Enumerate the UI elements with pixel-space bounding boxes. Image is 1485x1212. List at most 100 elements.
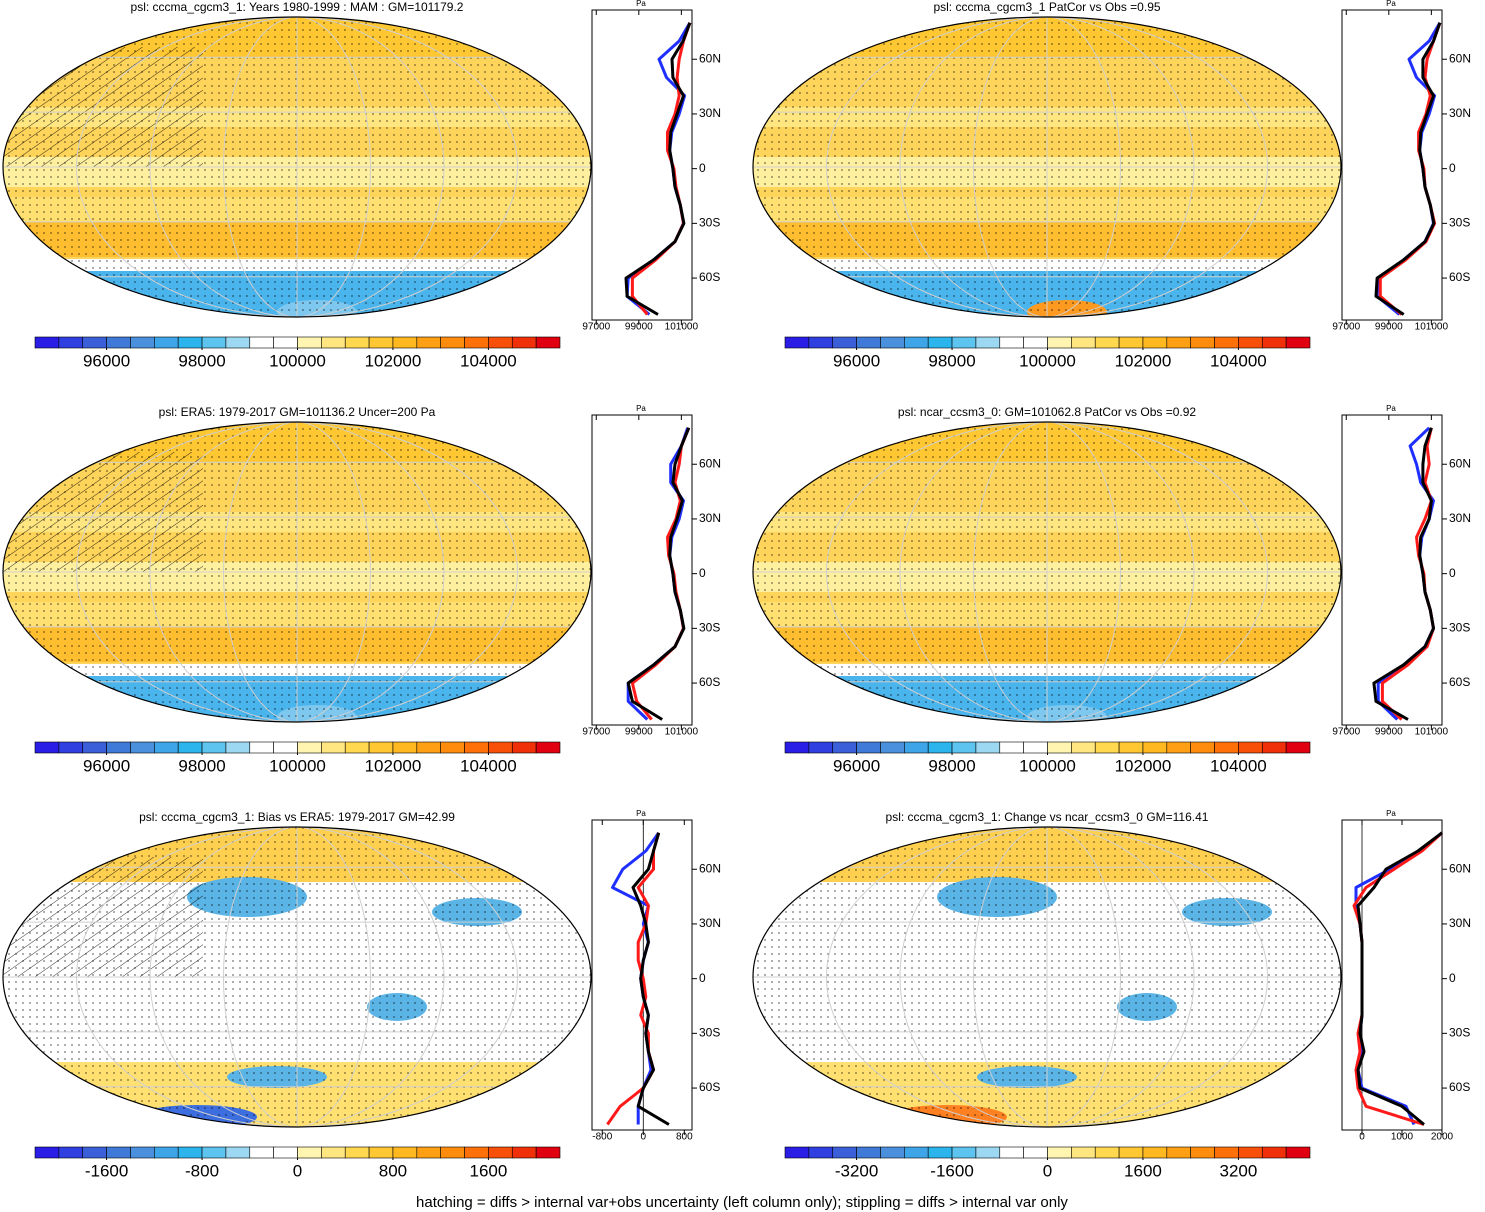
y-tick-label: 60S <box>699 675 720 689</box>
panel: psl: cccma_cgcm3_1: Bias vs ERA5: 1979-2… <box>2 809 721 1180</box>
meridian <box>149 422 445 722</box>
colorbar-box <box>249 336 274 349</box>
panel: psl: cccma_cgcm3_1: Years 1980-1999 : MA… <box>2 0 721 370</box>
y-tick-label: 30S <box>699 216 720 230</box>
colorbar-box <box>34 336 60 349</box>
y-tick-label: 30N <box>699 916 721 930</box>
colorbar-label: 96000 <box>833 756 880 775</box>
y-tick-label: 30S <box>1449 1026 1470 1040</box>
colorbar-box <box>416 1146 441 1159</box>
panel: psl: cccma_cgcm3_1 PatCor vs Obs =0.95 96… <box>752 0 1471 370</box>
map <box>3 827 591 1127</box>
colorbar-box <box>177 1146 203 1159</box>
y-tick-label: 0 <box>699 161 706 175</box>
y-tick-label: 30N <box>1449 511 1471 525</box>
colorbar-box <box>999 741 1024 754</box>
zonal-line <box>606 832 661 1126</box>
colorbar-box <box>808 1146 834 1159</box>
colorbar-box <box>488 336 513 349</box>
colorbar-box <box>1238 1146 1263 1159</box>
zonal-frame <box>591 414 693 726</box>
colorbar-label: 100000 <box>1019 351 1076 370</box>
colorbar-label: 102000 <box>365 351 422 370</box>
panel-title: psl: cccma_cgcm3_1: Change vs ncar_ccsm3… <box>886 810 1209 824</box>
colorbar-box <box>392 741 418 754</box>
map-border <box>2 826 592 1128</box>
colorbar-box <box>1142 336 1168 349</box>
colorbar-box <box>927 741 953 754</box>
colorbar-box <box>511 741 537 754</box>
map-border <box>752 826 1342 1128</box>
colorbar-box <box>201 336 227 349</box>
colorbar-box <box>106 336 131 349</box>
colorbar-box <box>1094 1146 1120 1159</box>
footer: hatching = diffs > internal var+obs unce… <box>416 1194 1068 1211</box>
colorbar-label: 1600 <box>1124 1161 1162 1180</box>
meridian <box>973 422 1121 722</box>
meridian <box>826 827 1268 1127</box>
y-tick-label: 30N <box>699 106 721 120</box>
colorbar-box <box>856 336 881 349</box>
map <box>753 422 1341 722</box>
colorbar-box <box>392 336 418 349</box>
y-tick-label: 30N <box>699 511 721 525</box>
colorbar-label: 100000 <box>269 756 326 775</box>
colorbar-box <box>58 1146 84 1159</box>
colorbar-box <box>951 1146 977 1159</box>
zonal-unit: Pa <box>1386 0 1396 8</box>
colorbar-box <box>273 1146 298 1159</box>
colorbar-box <box>1023 1146 1048 1159</box>
meridian <box>899 17 1195 317</box>
zonal-unit: Pa <box>1386 809 1396 818</box>
y-tick-label: 0 <box>1449 566 1456 580</box>
colorbar-box <box>1047 336 1072 349</box>
colorbar-label: 96000 <box>83 756 130 775</box>
panel: psl: ERA5: 1979-2017 GM=101136.2 Uncer=2… <box>2 404 721 775</box>
colorbar-box <box>535 1146 561 1159</box>
zonal-line <box>611 831 660 1125</box>
y-tick-label: 60N <box>699 51 721 65</box>
colorbar-box <box>368 741 394 754</box>
zonal-unit: Pa <box>636 404 646 413</box>
zonal-frame <box>1341 414 1443 726</box>
colorbar-box <box>904 741 929 754</box>
colorbar-box <box>784 1146 810 1159</box>
colorbar-box <box>951 741 977 754</box>
colorbar-box <box>392 1146 418 1159</box>
x-tick-label: 101000 <box>665 727 699 738</box>
colorbar-box <box>201 1146 227 1159</box>
colorbar-box <box>1285 741 1311 754</box>
meridian <box>223 827 371 1127</box>
colorbar-label: 98000 <box>928 756 975 775</box>
colorbar-box <box>1071 741 1096 754</box>
y-tick-label: 60S <box>1449 1080 1470 1094</box>
colorbar-box <box>273 741 298 754</box>
colorbar-box <box>106 1146 131 1159</box>
colorbar-label: -3200 <box>835 1161 878 1180</box>
colorbar-label: 102000 <box>365 756 422 775</box>
y-tick-label: 0 <box>1449 971 1456 985</box>
colorbar-box <box>225 1146 251 1159</box>
colorbar-box <box>856 1146 881 1159</box>
meridian <box>149 827 445 1127</box>
colorbar-label: 98000 <box>178 756 225 775</box>
x-tick-label: 101000 <box>665 322 699 333</box>
zonal-frame <box>591 9 693 321</box>
colorbar-box <box>273 336 298 349</box>
colorbar-box <box>58 741 84 754</box>
zonal-unit: Pa <box>636 809 646 818</box>
colorbar-box <box>904 1146 929 1159</box>
colorbar-box <box>1238 741 1263 754</box>
colorbar-box <box>1118 336 1144 349</box>
colorbar-box <box>1214 336 1239 349</box>
map-border <box>2 16 592 318</box>
colorbar-label: 0 <box>293 1161 302 1180</box>
colorbar-label: 0 <box>1043 1161 1052 1180</box>
colorbar-box <box>106 741 131 754</box>
colorbar-label: 800 <box>379 1161 407 1180</box>
y-tick-label: 60N <box>1449 51 1471 65</box>
meridian <box>826 422 1268 722</box>
colorbar-box <box>1071 336 1096 349</box>
colorbar-box <box>904 336 929 349</box>
colorbar-box <box>808 741 834 754</box>
